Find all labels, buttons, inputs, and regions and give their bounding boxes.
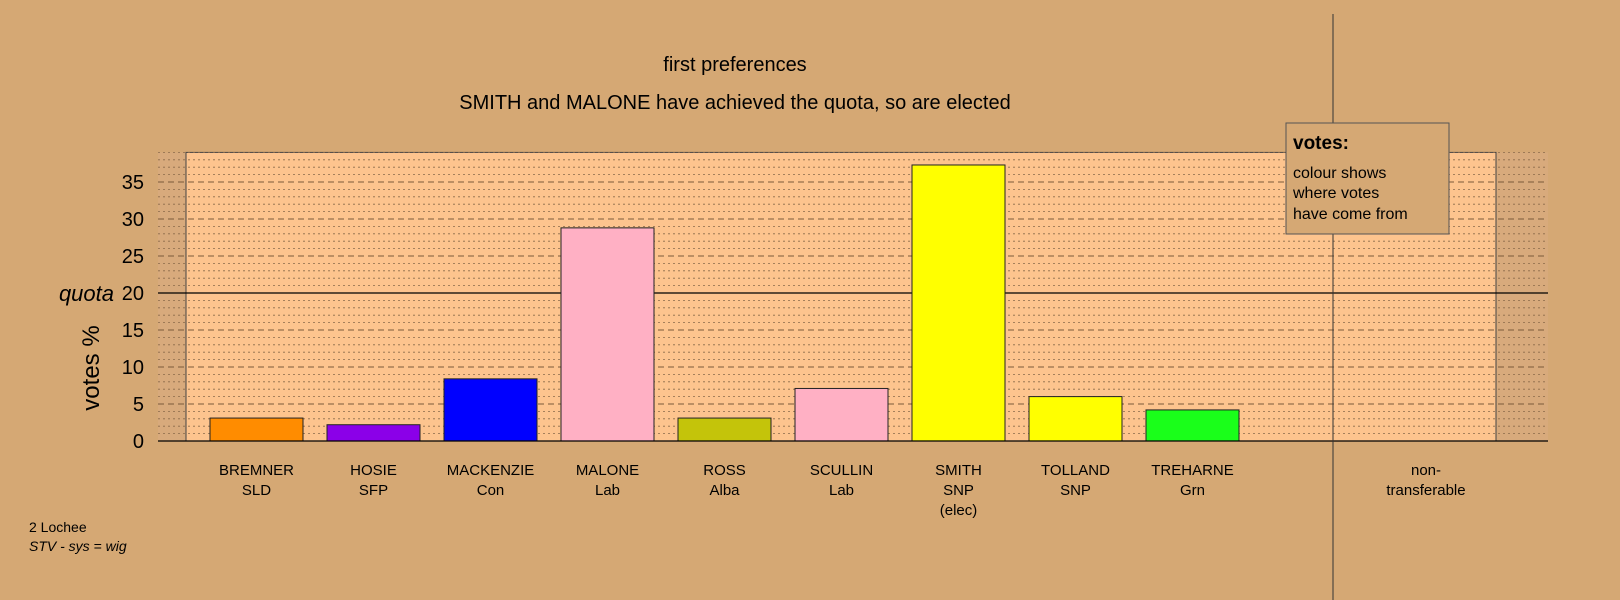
category-party: SNP: [943, 482, 974, 499]
chart-title: first preferences: [663, 54, 806, 76]
bar-malone: [560, 227, 655, 442]
y-tick-label: 10: [122, 357, 144, 379]
bar-mackenzie: [443, 378, 538, 442]
bar-bremner: [209, 417, 304, 442]
y-tick-label: 20: [122, 283, 144, 305]
y-tick-label: 35: [122, 172, 144, 194]
legend-line: where votes: [1292, 185, 1379, 202]
y-tick-label: 5: [133, 394, 144, 416]
category-name: HOSIE: [350, 462, 397, 479]
bar-ross: [677, 417, 772, 442]
bar-treharne: [1145, 409, 1240, 442]
category-name: TOLLAND: [1041, 462, 1110, 479]
bar-hosie: [326, 424, 421, 442]
footer-system: STV - sys = wig: [29, 538, 127, 554]
legend-box: [1285, 122, 1450, 235]
legend-title: votes:: [1293, 133, 1349, 154]
bar-smith: [911, 164, 1006, 442]
category-party: SFP: [359, 482, 388, 499]
category-party: Con: [477, 482, 505, 499]
legend-line: colour shows: [1293, 165, 1386, 182]
category-note: (elec): [940, 502, 978, 519]
category-party: Grn: [1180, 482, 1205, 499]
bar-tolland: [1028, 396, 1123, 442]
legend: votes: colour shows where votes have com…: [1285, 122, 1450, 235]
category-name: TREHARNE: [1151, 462, 1234, 479]
category-name: BREMNER: [219, 462, 294, 479]
category-name: MALONE: [576, 462, 639, 479]
footer-ward: 2 Lochee: [29, 519, 87, 535]
plot-margin-right: [1496, 152, 1548, 441]
category-party: SLD: [242, 482, 271, 499]
legend-line: have come from: [1293, 206, 1408, 223]
y-tick-label: 25: [122, 246, 144, 268]
y-tick-label: 15: [122, 320, 144, 342]
y-tick-label: 0: [133, 431, 144, 453]
category-name: ROSS: [703, 462, 746, 479]
bars: [209, 164, 1240, 442]
axes: 0 5 10 15 20 25 30 35: [122, 14, 1548, 600]
bar-scullin: [794, 387, 889, 442]
category-labels: BREMNER SLD HOSIE SFP MACKENZIE Con MALONE Lab R…: [219, 462, 1234, 519]
nontransferable-label: transferable: [1386, 482, 1465, 499]
category-party: Alba: [709, 482, 740, 499]
category-name: MACKENZIE: [447, 462, 535, 479]
category-party: Lab: [595, 482, 620, 499]
category-name: SMITH: [935, 462, 982, 479]
category-name: SCULLIN: [810, 462, 873, 479]
quota-label: quota: [59, 281, 114, 306]
category-party: SNP: [1060, 482, 1091, 499]
y-axis-label: votes %: [78, 325, 105, 410]
chart-subtitle: SMITH and MALONE have achieved the quota…: [459, 92, 1010, 114]
y-tick-label: 30: [122, 209, 144, 231]
nontransferable-label: non-: [1411, 462, 1441, 479]
category-party: Lab: [829, 482, 854, 499]
plot-margin-left: [158, 152, 186, 441]
